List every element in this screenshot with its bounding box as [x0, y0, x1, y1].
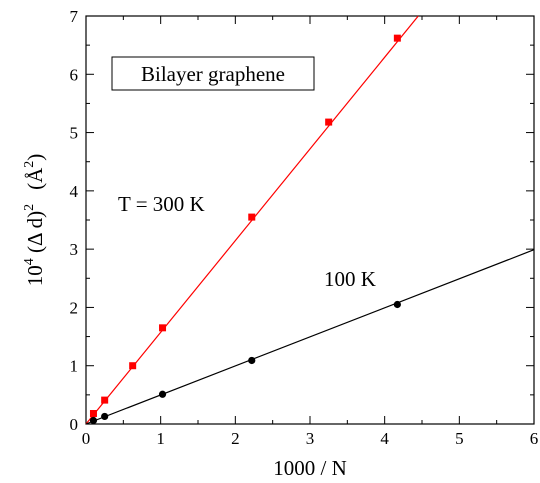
data-point-300k — [393, 34, 401, 42]
axis-tick-labels: 0 1 2 3 4 5 6 0 1 2 3 4 5 6 7 — [70, 7, 539, 448]
y-axis-title-exp2: 2 — [22, 204, 37, 211]
x-tick-label: 5 — [455, 429, 464, 448]
data-point-300k — [89, 410, 97, 418]
axis-ticks — [85, 15, 535, 425]
y-tick-label: 3 — [70, 240, 79, 259]
fit-line-100k — [85, 249, 535, 425]
y-axis-title-base: 10 — [23, 265, 47, 286]
y-axis-title-unit: (Å — [23, 167, 47, 190]
data-point-100k — [101, 412, 109, 421]
data-point-300k — [159, 324, 167, 332]
x-tick-label: 3 — [306, 429, 315, 448]
y-tick-label: 2 — [70, 298, 79, 317]
data-point-100k — [248, 356, 256, 365]
y-tick-label: 7 — [70, 7, 79, 26]
y-tick-label: 0 — [70, 415, 79, 434]
data-point-100k — [89, 416, 98, 425]
series-label-300k: T = 300 K — [118, 192, 205, 216]
series-layer — [85, 15, 535, 425]
data-point-300k — [248, 213, 256, 221]
data-point-300k — [325, 118, 333, 126]
y-axis-title-close: ) — [23, 154, 47, 161]
x-tick-label: 4 — [380, 429, 389, 448]
y-tick-label: 6 — [70, 65, 79, 84]
x-tick-label: 1 — [156, 429, 165, 448]
x-tick-label: 0 — [82, 429, 91, 448]
series-label-100k: 100 K — [324, 267, 376, 291]
annotation-box — [111, 56, 315, 91]
y-tick-label: 5 — [70, 124, 79, 143]
y-tick-label: 4 — [70, 182, 79, 201]
data-point-100k — [158, 390, 167, 398]
data-point-300k — [101, 396, 109, 404]
y-axis-title-exp3: 2 — [22, 161, 37, 168]
y-tick-label: 1 — [70, 357, 79, 376]
x-tick-label: 6 — [530, 429, 539, 448]
data-point-300k — [129, 362, 137, 370]
annotation-box-label: Bilayer graphene — [141, 62, 285, 86]
data-point-100k — [393, 300, 401, 309]
y-axis-title-mid: (Δ d) — [23, 211, 47, 258]
y-axis-title: 104 (Δ d)2(Å2) — [22, 154, 47, 287]
y-axis-title-exp1: 4 — [22, 258, 37, 265]
x-tick-label: 2 — [231, 429, 240, 448]
x-axis-title: 1000 / N — [273, 456, 347, 480]
